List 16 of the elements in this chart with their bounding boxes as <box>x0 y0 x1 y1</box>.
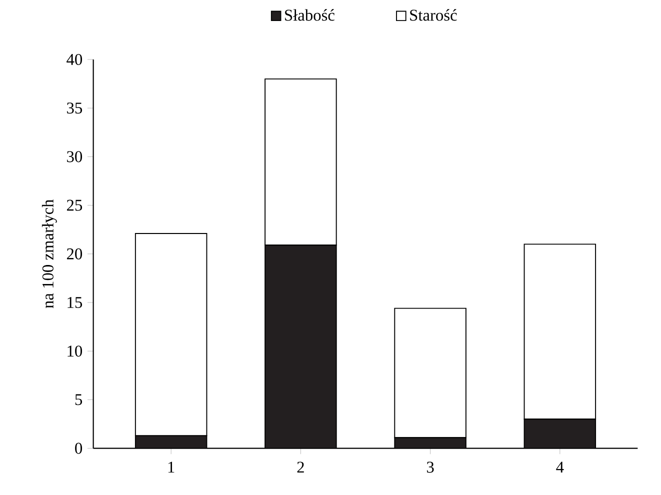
y-axis-title: na 100 zmarłych <box>42 199 57 308</box>
x-tick-label: 2 <box>297 462 304 473</box>
y-tick-label: 15 <box>68 297 82 308</box>
y-tick-label: 20 <box>66 248 82 260</box>
x-tick-label: 1 <box>168 462 174 473</box>
x-tick-label: 4 <box>556 462 564 473</box>
y-tick-label: 40 <box>66 54 82 66</box>
legend-label: Starość <box>410 9 457 21</box>
y-tick-label: 35 <box>67 102 82 114</box>
y-tick-label: 25 <box>66 200 82 211</box>
y-tick-label: 10 <box>68 346 82 357</box>
y-tick-label: 5 <box>75 394 82 406</box>
legend-label: Słabość <box>285 9 334 21</box>
x-tick-label: 3 <box>426 462 434 473</box>
y-tick-label: 30 <box>67 151 82 162</box>
y-tick-label: 0 <box>75 442 82 454</box>
